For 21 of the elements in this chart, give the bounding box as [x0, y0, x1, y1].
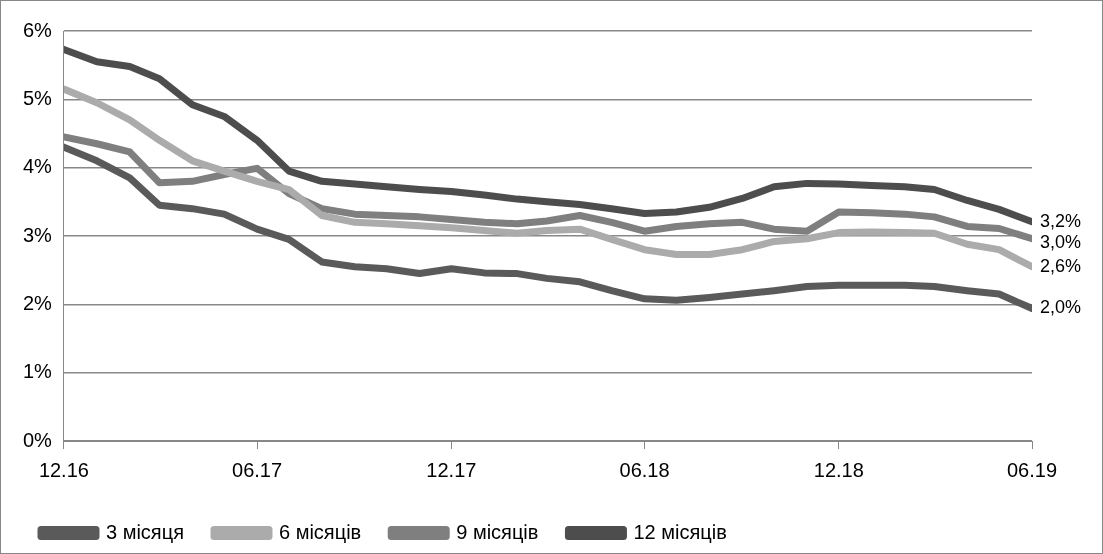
annotation: 2,0%	[1040, 297, 1082, 318]
y-tick-label: 1%	[23, 360, 53, 383]
legend-label: 3 місяця	[106, 520, 184, 543]
y-tick-label: 0%	[23, 428, 53, 451]
legend-label: 6 місяців	[278, 520, 362, 543]
x-tick-label: 12.17	[426, 458, 477, 481]
x-tick-label: 12.16	[38, 458, 89, 481]
y-tick-label: 3%	[23, 223, 53, 246]
y-tick-label: 4%	[23, 155, 53, 178]
x-tick-label: 06.19	[1006, 458, 1058, 481]
y-tick-label: 5%	[23, 86, 53, 109]
legend-label: 9 місяців	[456, 520, 539, 543]
y-tick-label: 2%	[23, 291, 53, 314]
x-tick-label: 06.17	[232, 458, 283, 481]
legend-label: 12 місяців	[633, 520, 727, 543]
annotation: 3,2%	[1040, 211, 1082, 232]
annotation: 2,6%	[1040, 255, 1082, 276]
x-tick-label: 06.18	[619, 458, 670, 481]
y-tick-label: 6%	[23, 18, 53, 41]
annotation: 3,0%	[1040, 232, 1082, 253]
x-tick-label: 12.18	[813, 458, 864, 481]
